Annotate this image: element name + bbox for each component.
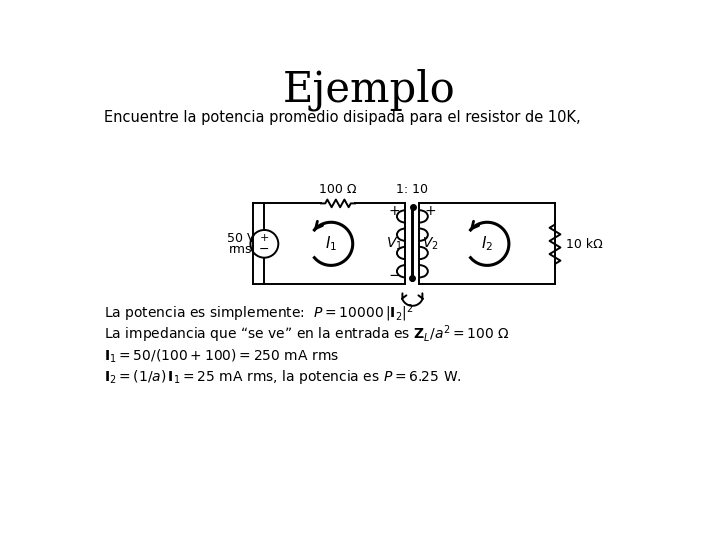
Text: $V_2$: $V_2$ [422, 235, 438, 252]
Text: $V_1$: $V_1$ [386, 235, 403, 252]
Text: 10 kΩ: 10 kΩ [566, 238, 603, 251]
Text: $\mathbf{I}_2 = (1/a)\,\mathbf{I}_1 = 25$ mA rms, la potencia es $P = 6.25$ W.: $\mathbf{I}_2 = (1/a)\,\mathbf{I}_1 = 25… [104, 368, 462, 387]
Text: $I_2$: $I_2$ [481, 234, 493, 253]
Text: La impedancia que “se ve” en la entrada es $\mathbf{Z}_L/a^2 = 100\ \Omega$: La impedancia que “se ve” en la entrada … [104, 323, 510, 345]
Text: Ejemplo: Ejemplo [283, 68, 455, 111]
Text: −: − [259, 242, 269, 256]
Text: +: + [260, 233, 269, 244]
Text: Encuentre la potencia promedio disipada para el resistor de 10K,: Encuentre la potencia promedio disipada … [104, 110, 580, 125]
Text: La potencia es simplemente:  $P = 10000\,|\mathbf{I}_2|^2$: La potencia es simplemente: $P = 10000\,… [104, 302, 414, 323]
Text: 1: 10: 1: 10 [397, 183, 428, 195]
Text: rms: rms [230, 242, 253, 256]
Text: −: − [388, 267, 401, 282]
Text: $I_1$: $I_1$ [325, 234, 337, 253]
Text: 50 V: 50 V [227, 232, 256, 245]
Text: 100 Ω: 100 Ω [319, 183, 356, 195]
Text: $\mathbf{I}_1 = 50/(100 + 100) = 250$ mA rms: $\mathbf{I}_1 = 50/(100 + 100) = 250$ mA… [104, 347, 339, 365]
Text: +: + [424, 204, 436, 218]
Text: +: + [389, 204, 400, 218]
